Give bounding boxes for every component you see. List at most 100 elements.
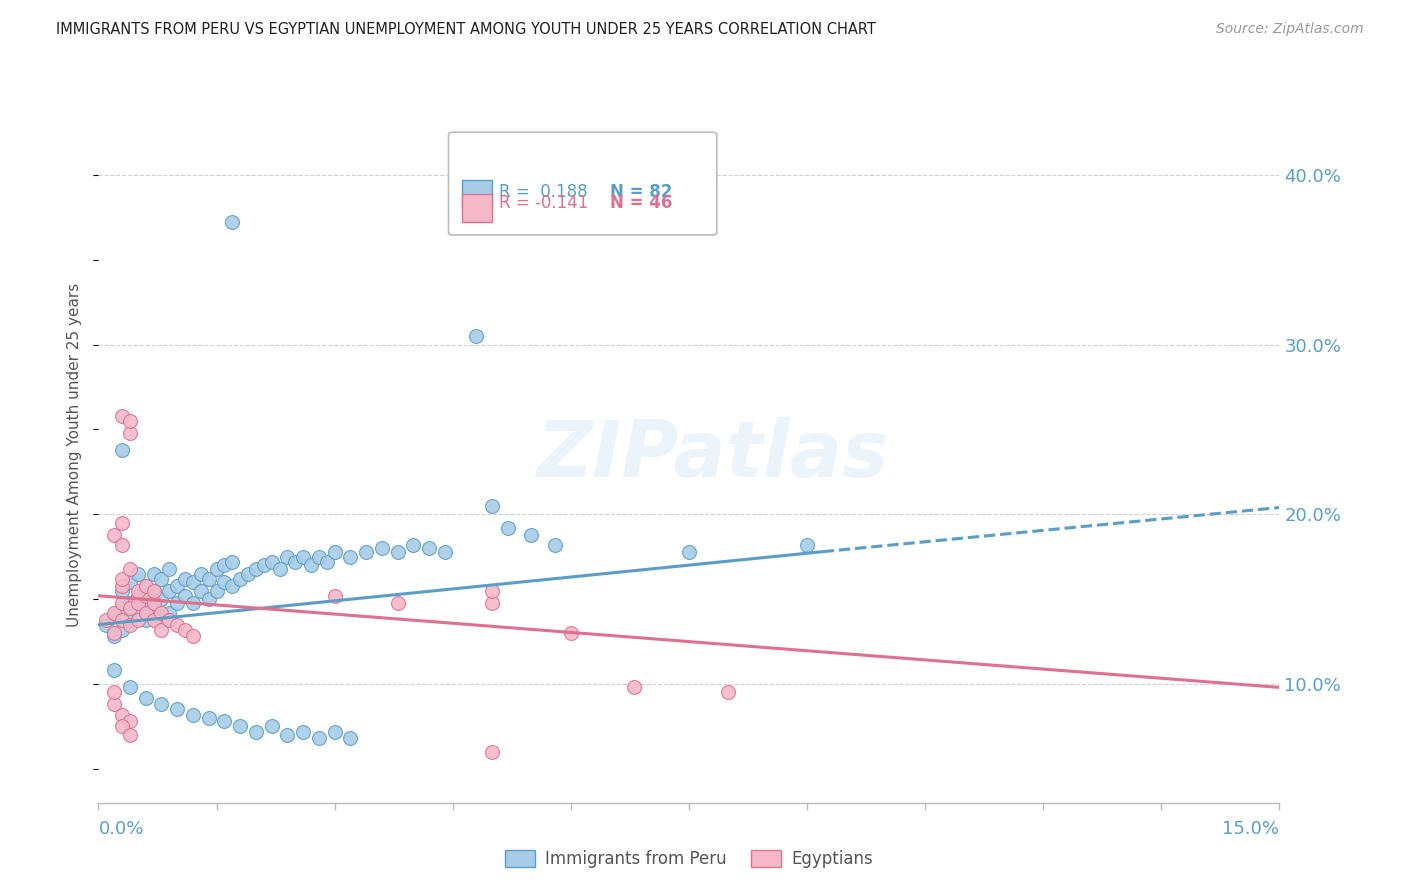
Point (354, 544, 377, 558)
Text: 15.0%: 15.0% (1222, 820, 1279, 838)
Point (157, 561, 180, 575)
Point (245, 724, 267, 739)
Point (205, 561, 228, 575)
Point (118, 613, 141, 627)
Point (197, 592, 219, 607)
Point (157, 613, 180, 627)
Point (150, 698, 173, 712)
Point (157, 583, 180, 598)
Point (166, 702, 188, 716)
Point (174, 589, 197, 603)
Point (150, 613, 173, 627)
Point (118, 596, 141, 610)
Point (135, 690, 157, 705)
Point (118, 681, 141, 695)
Point (245, 561, 267, 575)
Point (678, 544, 700, 558)
Point (418, 541, 440, 556)
Point (150, 606, 173, 620)
Point (118, 575, 141, 590)
Point (103, 606, 125, 620)
Point (717, 685, 740, 699)
Point (190, 583, 212, 598)
Text: N = 46: N = 46 (610, 194, 672, 212)
Point (142, 596, 165, 610)
Point (103, 685, 125, 699)
Point (253, 558, 276, 573)
Point (181, 707, 204, 722)
Point (111, 516, 134, 530)
Point (197, 572, 219, 586)
Point (181, 575, 204, 590)
Point (150, 592, 173, 607)
Point (118, 617, 141, 632)
Point (142, 613, 165, 627)
Point (339, 731, 361, 746)
Point (103, 630, 125, 644)
Point (214, 575, 236, 590)
Text: Source: ZipAtlas.com: Source: ZipAtlas.com (1216, 22, 1364, 37)
Point (127, 606, 149, 620)
Point (481, 583, 503, 598)
Point (292, 549, 315, 564)
Point (465, 329, 488, 343)
Point (111, 596, 134, 610)
Point (111, 719, 134, 733)
Point (371, 541, 394, 556)
Point (135, 578, 157, 592)
Point (481, 596, 503, 610)
Point (127, 613, 149, 627)
Point (323, 589, 346, 603)
Point (520, 527, 543, 541)
Point (229, 572, 252, 586)
Point (387, 596, 409, 610)
Point (197, 711, 219, 725)
Text: 0.0%: 0.0% (98, 820, 143, 838)
Point (103, 698, 125, 712)
Point (481, 745, 503, 759)
Point (284, 555, 307, 569)
Point (796, 538, 818, 552)
Point (276, 728, 298, 742)
Point (111, 572, 134, 586)
Point (269, 561, 291, 575)
Point (544, 538, 567, 552)
Point (276, 549, 298, 564)
Point (142, 583, 165, 598)
Point (127, 566, 149, 581)
Point (236, 566, 259, 581)
Point (103, 626, 125, 640)
Point (103, 527, 125, 541)
Point (142, 600, 165, 615)
Point (135, 606, 157, 620)
Point (142, 566, 165, 581)
Point (166, 617, 188, 632)
Point (142, 583, 165, 598)
Point (103, 609, 125, 624)
Text: N = 82: N = 82 (610, 183, 672, 201)
Point (111, 538, 134, 552)
Point (315, 555, 337, 569)
Point (118, 728, 141, 742)
Point (339, 549, 361, 564)
Point (111, 409, 134, 423)
Point (308, 731, 330, 746)
Point (118, 414, 141, 428)
Point (118, 425, 141, 440)
Point (150, 572, 173, 586)
Point (103, 664, 125, 678)
Y-axis label: Unemployment Among Youth under 25 years: Unemployment Among Youth under 25 years (67, 283, 83, 627)
Point (150, 623, 173, 637)
Point (433, 544, 456, 558)
Point (221, 215, 243, 229)
Text: R =  0.188: R = 0.188 (499, 183, 588, 201)
Point (323, 724, 346, 739)
Point (111, 613, 134, 627)
Point (323, 544, 346, 558)
Point (111, 583, 134, 598)
Point (308, 549, 330, 564)
Point (96, 613, 118, 627)
Point (214, 558, 236, 573)
Point (111, 600, 134, 615)
Point (214, 714, 236, 729)
